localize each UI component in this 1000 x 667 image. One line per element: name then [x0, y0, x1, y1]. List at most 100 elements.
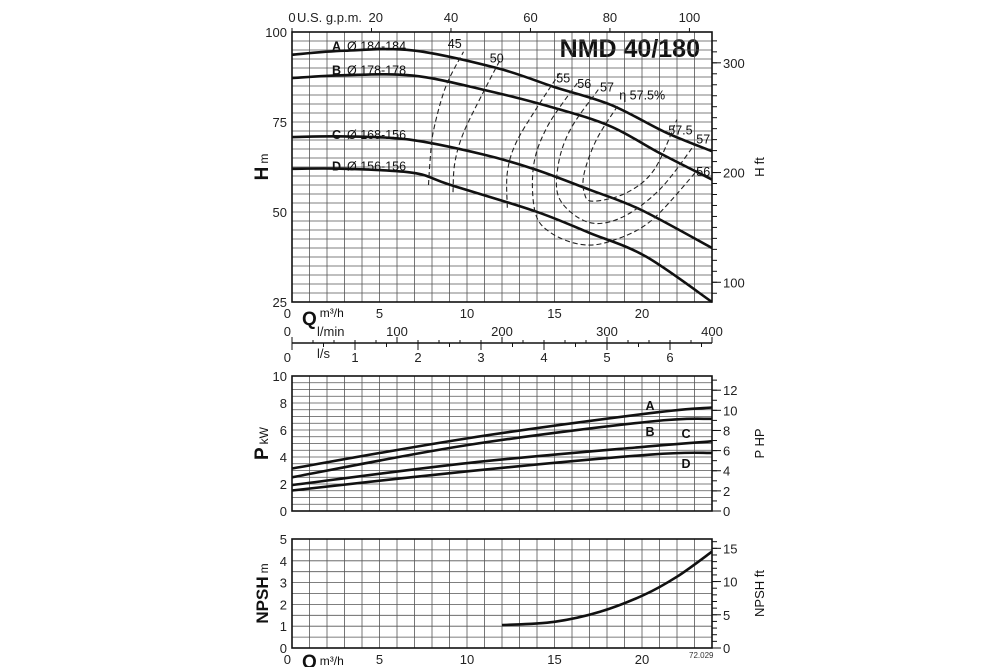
series-curve-npsh — [501, 550, 713, 627]
efficiency-curve-55 — [506, 72, 561, 208]
plot-frame — [291, 31, 713, 303]
y2-tick-label: 15 — [723, 541, 737, 556]
y2-tick-label: 8 — [723, 423, 730, 438]
y-tick-label: 25 — [273, 295, 287, 310]
y-tick-label: 4 — [280, 450, 287, 465]
y-tick-label: 5 — [280, 532, 287, 547]
y2-tick-label: 100 — [723, 275, 745, 290]
efficiency-curve-50 — [452, 59, 501, 193]
y-tick-label: 8 — [280, 396, 287, 411]
x-tick-label: 20 — [635, 306, 649, 321]
y-tick-label: 75 — [273, 115, 287, 130]
plot-frame — [291, 375, 713, 512]
efficiency-label: 45 — [448, 37, 462, 51]
series-curve-B — [291, 73, 713, 181]
series-curve-C — [291, 135, 713, 250]
efficiency-curve-56 — [531, 82, 699, 246]
y-tick-label: 1 — [280, 619, 287, 634]
lmin-tick-label: 200 — [491, 324, 513, 339]
y2-tick-label: 10 — [723, 403, 737, 418]
y-tick-label: 2 — [280, 597, 287, 612]
y2-tick-label: 0 — [723, 504, 730, 519]
x-tick-label: 15 — [547, 306, 561, 321]
x-tick-label: 10 — [460, 652, 474, 667]
x-tick-label: 5 — [376, 652, 383, 667]
y-axis-title: Hm — [252, 154, 273, 181]
y-axis-unit: kW — [257, 426, 271, 444]
ls-tick-label: 0 — [284, 350, 291, 365]
y2-axis-unit: ft — [752, 157, 767, 165]
series-diameter-label: Ø 184-184 — [347, 39, 406, 53]
series-letter-A: A — [332, 39, 341, 53]
ls-axis-label: l/s — [317, 346, 331, 361]
efficiency-label: 50 — [490, 52, 504, 66]
ls-tick-label: 5 — [603, 350, 610, 365]
series-letter-A: A — [645, 399, 654, 413]
y-tick-label: 0 — [280, 504, 287, 519]
y2-axis-title: NPSH ft — [752, 570, 767, 617]
efficiency-curve-57 — [555, 89, 695, 225]
lmin-axis-label: l/min — [317, 324, 344, 339]
y-tick-label: 50 — [273, 205, 287, 220]
x-tick-label: 15 — [547, 652, 561, 667]
ls-tick-label: 6 — [666, 350, 673, 365]
y-axis-title: NPSH m — [253, 563, 272, 623]
power-panel: PkW P HP — [252, 375, 767, 512]
series-curve-B — [291, 417, 713, 479]
gpm-tick-label: 80 — [603, 10, 617, 25]
x-axis-unit: m³/h — [320, 306, 344, 320]
y2-tick-label: 0 — [723, 641, 730, 656]
y-axis-unit: m — [257, 563, 271, 573]
x-tick-label: 20 — [635, 652, 649, 667]
y-tick-label: 4 — [280, 554, 287, 569]
x-axis-symbol: Q — [302, 309, 317, 330]
efficiency-right-label: 56 — [696, 165, 710, 179]
series-letter-D: D — [681, 457, 690, 471]
y2-tick-label: 2 — [723, 484, 730, 499]
y-tick-label: 2 — [280, 477, 287, 492]
y-tick-label: 3 — [280, 576, 287, 591]
y-axis-unit: m — [257, 154, 271, 164]
gpm-tick-label: 100 — [679, 10, 701, 25]
efficiency-right-label: 57.5 — [668, 124, 692, 138]
series-curve-D — [291, 451, 713, 492]
efficiency-peak-label: η 57.5% — [619, 88, 665, 102]
series-letter-C: C — [332, 128, 341, 142]
gpm-tick-label: 60 — [523, 10, 537, 25]
y-axis-symbol: P — [252, 447, 273, 460]
x-axis-unit: m³/h — [320, 654, 344, 667]
x-axis-symbol: Q — [302, 652, 317, 667]
x-tick-label: 0 — [284, 306, 291, 321]
y2-tick-label: 10 — [723, 575, 737, 590]
series-curve-C — [291, 440, 713, 487]
lmin-tick-label: 100 — [386, 324, 408, 339]
series-curve-D — [291, 167, 713, 304]
y-tick-label: 100 — [265, 25, 287, 40]
series-curve-A — [291, 406, 713, 470]
ls-tick-label: 1 — [351, 350, 358, 365]
drawing-code: 72.029 — [689, 651, 714, 660]
series-diameter-label: Ø 156-156 — [347, 160, 406, 174]
series-letter-C: C — [681, 427, 690, 441]
y-tick-label: 6 — [280, 423, 287, 438]
y-tick-label: 10 — [273, 369, 287, 384]
series-letter-D: D — [332, 160, 341, 174]
y2-tick-label: 200 — [723, 166, 745, 181]
series-letter-B: B — [332, 63, 341, 77]
ls-tick-label: 3 — [477, 350, 484, 365]
y-axis-symbol: NPSH — [253, 576, 272, 623]
gpm-tick-label: 40 — [444, 10, 458, 25]
y2-tick-label: 5 — [723, 608, 730, 623]
efficiency-curve-57.5 — [582, 105, 678, 202]
y-axis-symbol: H — [252, 167, 273, 181]
npsh-panel: NPSH m NPSH ft Q m³/h — [253, 538, 767, 667]
x-tick-label: 0 — [284, 652, 291, 667]
efficiency-label: 56 — [577, 77, 591, 91]
series-diameter-label: Ø 178-178 — [347, 63, 406, 77]
plot-frame — [291, 538, 713, 649]
